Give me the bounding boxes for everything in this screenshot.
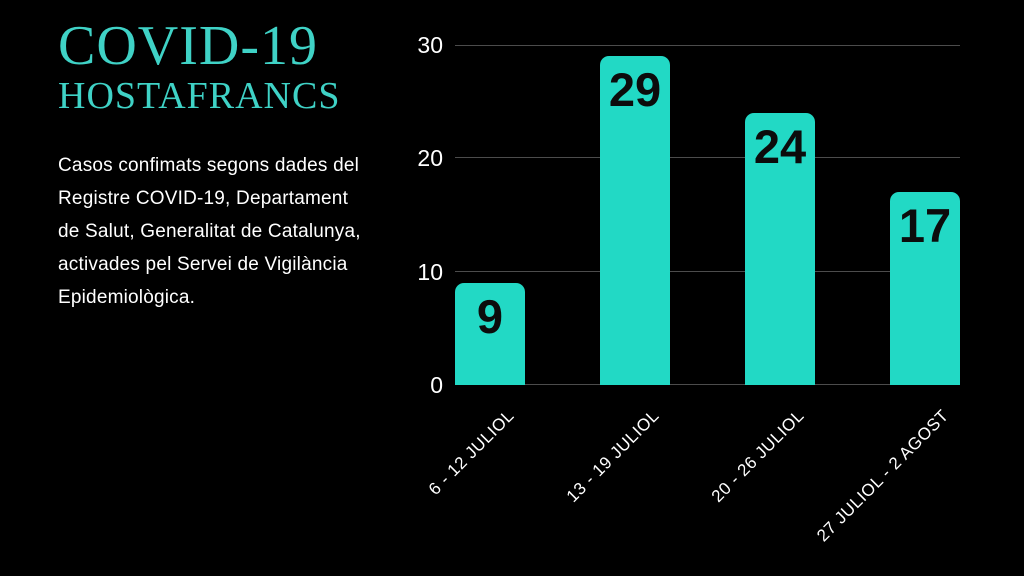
bar-value-label: 17 xyxy=(898,199,952,253)
bar-3: 17 xyxy=(890,192,960,385)
bar-value-label: 24 xyxy=(753,120,807,173)
description-text: Casos confimats segons dades del Registr… xyxy=(58,155,361,308)
bar-0: 9 xyxy=(455,283,525,385)
title-block: COVID-19 HOSTAFRANCS xyxy=(58,18,340,115)
page-title: COVID-19 xyxy=(58,15,318,77)
x-axis-label: 20 - 26 JULIOL xyxy=(707,406,808,506)
gridline xyxy=(455,270,960,272)
bar-2: 24 xyxy=(745,113,815,385)
y-tick-label: 20 xyxy=(417,145,443,172)
y-tick-label: 10 xyxy=(417,258,443,285)
bar-value-label: 29 xyxy=(608,63,662,117)
y-tick-label: 30 xyxy=(417,32,443,58)
chart: 0 10 20 30 9 6 - 12 JULIOL 29 13 - 19 JULIOL 24 2… xyxy=(417,32,960,545)
x-axis-label: 27 JULIOL - 2 AGOST xyxy=(813,406,953,546)
page-subtitle: HOSTAFRANCS xyxy=(58,75,341,117)
gridline xyxy=(455,45,960,46)
gridline xyxy=(455,157,960,159)
x-axis-label: 6 - 12 JULIOL xyxy=(424,406,518,499)
bar-1: 29 xyxy=(600,56,670,385)
bar-value-label: 9 xyxy=(476,290,504,343)
x-axis-line xyxy=(455,384,960,385)
x-axis-label: 13 - 19 JULIOL xyxy=(562,406,663,506)
y-tick-label: 0 xyxy=(430,372,443,398)
